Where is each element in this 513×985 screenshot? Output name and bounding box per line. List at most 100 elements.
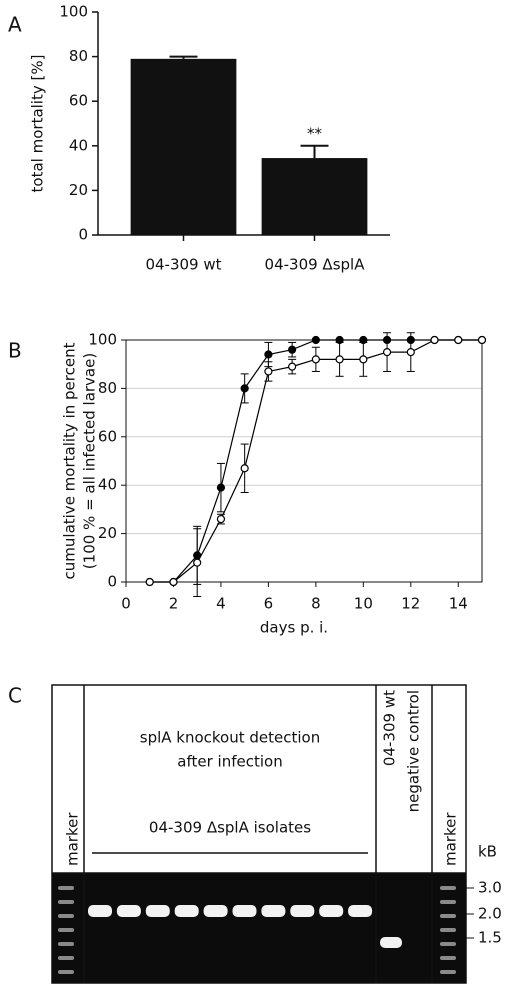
- y-axis-label: (100 % = all infected larvae): [81, 353, 99, 569]
- dna-band: [319, 905, 344, 917]
- data-point: [216, 483, 226, 492]
- dna-band: [380, 937, 402, 948]
- y-tick-label: 20: [98, 524, 117, 542]
- dna-band: [232, 905, 257, 917]
- y-tick-label: 60: [69, 92, 88, 110]
- size-label: 1.5: [478, 929, 502, 947]
- plot-frame: [125, 339, 483, 583]
- y-tick-label: 20: [69, 181, 88, 199]
- y-tick-label: 100: [88, 331, 117, 349]
- ladder-band: [58, 914, 74, 918]
- dna-band: [348, 905, 373, 917]
- panel-label: C: [8, 684, 22, 708]
- y-tick-label: 0: [107, 573, 117, 591]
- ladder-band: [58, 956, 74, 960]
- x-tick-label: 10: [354, 595, 373, 613]
- y-tick-label: 100: [59, 3, 88, 21]
- data-point: [240, 384, 249, 393]
- annotation: **: [307, 124, 323, 142]
- gel-panel: C marker splA knockout detection after i…: [8, 684, 502, 984]
- size-label: 2.0: [478, 905, 502, 923]
- ladders: [58, 886, 456, 974]
- data-point: [406, 335, 415, 345]
- panel-label: A: [8, 13, 22, 37]
- y-tick-label: 0: [78, 226, 88, 244]
- x-tick-label: 2: [169, 595, 179, 613]
- data-point: [430, 335, 439, 345]
- y-tick-label: 80: [69, 47, 88, 65]
- dna-band: [203, 905, 228, 917]
- ladder-band: [440, 886, 456, 890]
- lane-label: negative control: [405, 690, 423, 812]
- data-point: [288, 345, 297, 354]
- data-point: [264, 367, 273, 376]
- dna-band: [116, 905, 141, 917]
- data-point: [169, 577, 178, 587]
- x-tick-label: 04-309 wt: [145, 256, 221, 274]
- ladder-band: [58, 886, 74, 890]
- dna-band: [145, 905, 170, 917]
- x-tick-label: 8: [311, 595, 321, 613]
- y-tick-label: 60: [98, 427, 117, 445]
- ladder-band: [440, 970, 456, 974]
- gel-header: after infection: [177, 753, 282, 771]
- y-tick-label: 40: [69, 136, 88, 154]
- lane-label: marker: [442, 812, 460, 866]
- x-tick-label: 0: [121, 595, 131, 613]
- series-line: [149, 339, 482, 583]
- panel-label: B: [8, 339, 22, 363]
- bar: [261, 158, 368, 235]
- data-point: [288, 362, 297, 371]
- y-axis-label: total mortality [%]: [29, 55, 47, 193]
- x-tick-label: 14: [449, 595, 468, 613]
- data-point: [382, 335, 392, 345]
- size-label: 3.0: [478, 879, 502, 897]
- dna-band: [290, 905, 315, 917]
- lane-label: marker: [64, 812, 82, 866]
- x-axis-label: days p. i.: [260, 619, 328, 637]
- data-point: [311, 335, 320, 345]
- data-point: [311, 355, 320, 364]
- x-tick-label: 12: [401, 595, 420, 613]
- ladder-band: [58, 970, 74, 974]
- ladder-band: [440, 956, 456, 960]
- gel-header: splA knockout detection: [140, 729, 320, 747]
- data-point: [264, 350, 273, 359]
- x-tick-label: 4: [216, 595, 226, 613]
- group-label: 04-309 ΔsplA isolates: [149, 819, 311, 837]
- ladder-band: [58, 900, 74, 904]
- y-axis-label: cumulative mortality in percent: [61, 342, 79, 579]
- dna-band: [88, 905, 112, 917]
- data-point: [145, 577, 154, 587]
- data-point: [335, 355, 344, 364]
- ladder-band: [440, 942, 456, 946]
- data-point: [193, 551, 202, 560]
- y-tick-label: 80: [98, 379, 117, 397]
- ladder-band: [58, 928, 74, 932]
- data-point: [454, 335, 463, 345]
- ladder-band: [440, 914, 456, 918]
- data-point: [216, 514, 226, 524]
- ladder-band: [440, 900, 456, 904]
- data-point: [335, 335, 344, 345]
- x-tick-label: 6: [264, 595, 274, 613]
- data-point: [240, 464, 249, 473]
- data-point: [406, 348, 415, 357]
- data-point: [477, 335, 487, 345]
- unit-label: kB: [478, 843, 497, 861]
- gel-image: [52, 873, 466, 983]
- bar: [130, 58, 237, 235]
- data-point: [359, 355, 368, 364]
- data-point: [382, 348, 392, 357]
- data-point: [359, 335, 368, 345]
- data-point: [193, 558, 202, 567]
- y-tick-label: 40: [98, 476, 117, 494]
- dna-band: [261, 905, 286, 917]
- lane-label: 04-309 wt: [381, 690, 399, 766]
- x-tick-label: 04-309 ΔsplA: [265, 256, 366, 274]
- series-line: [149, 339, 482, 583]
- ladder-band: [58, 942, 74, 946]
- ladder-band: [440, 928, 456, 932]
- dna-band: [174, 905, 199, 917]
